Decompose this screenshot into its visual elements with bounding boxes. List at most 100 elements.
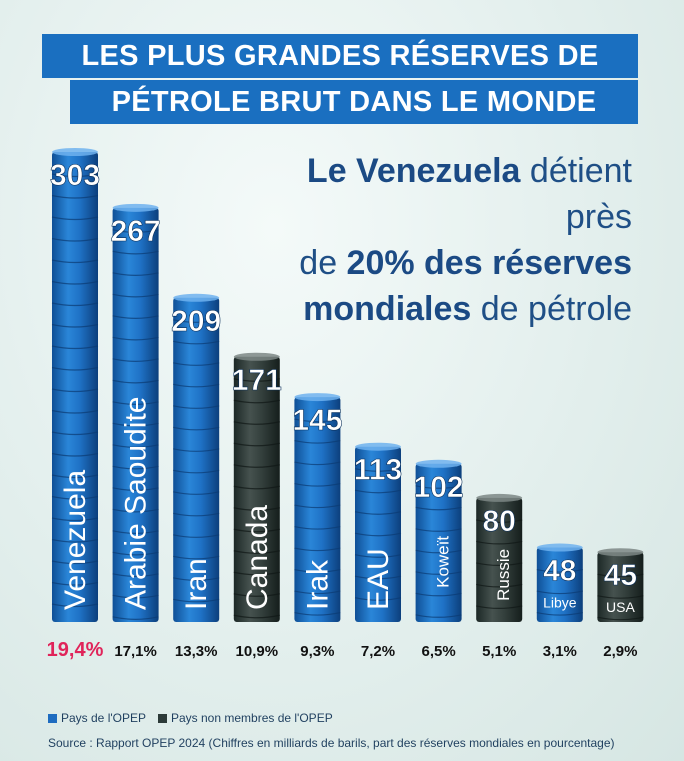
legend: Pays de l'OPEP Pays non membres de l'OPE…: [48, 711, 345, 725]
barrel-hoop: [354, 511, 402, 515]
subtitle-share: 20% des réserves: [346, 244, 632, 282]
legend-opec-swatch: [48, 713, 57, 723]
subtitle-country: Le Venezuela: [306, 152, 521, 190]
barrel-hoop: [112, 250, 159, 255]
barrel-hoop: [112, 422, 159, 427]
barrel-hoop: [476, 540, 523, 545]
barrel-hoop: [294, 611, 341, 616]
country-label-iran: Iran: [180, 558, 213, 610]
share-label-kowe-t: 6,5%: [421, 643, 455, 660]
subtitle-text-1: détient près: [520, 152, 632, 236]
barrel-hoop: [476, 562, 523, 567]
barrel-hoop: [476, 583, 523, 588]
barrel-hoop: [294, 461, 341, 466]
share-label-libye: 3,1%: [543, 643, 577, 660]
value-label-eau: 113: [354, 454, 402, 487]
country-label-canada: Canada: [241, 505, 274, 610]
barrel-hoop: [173, 598, 220, 603]
barrel-hoop: [112, 616, 159, 620]
barrel-libye: 48 Libye 3,1%: [536, 543, 583, 660]
barrel-hoop: [294, 439, 341, 444]
barrel-hoop: [597, 573, 644, 578]
barrel-hoop: [233, 399, 280, 404]
barrel-hoop: [51, 474, 99, 479]
barrel-hoop: [51, 216, 99, 221]
barrel-hoop: [233, 614, 280, 619]
barrel-hoop: [112, 293, 159, 298]
barrel-hoop: [112, 401, 159, 405]
barrel-hoop: [354, 597, 402, 601]
bar-irak: [294, 397, 341, 622]
barrel-hoop: [173, 469, 220, 474]
barrel-usa: 45 USA 2,9%: [597, 548, 644, 660]
country-label-kowe-t: Koweït: [434, 536, 453, 588]
barrel-hoop: [294, 568, 341, 573]
barrel-hoop: [112, 487, 159, 491]
barrel-hoop: [173, 362, 220, 366]
barrel-hoop: [233, 571, 280, 576]
barrel-hoop: [51, 323, 99, 328]
country-label-libye: Libye: [543, 595, 577, 611]
barrel-hoop: [51, 581, 99, 586]
barrel-hoop: [112, 336, 159, 341]
barrel-hoop: [354, 575, 402, 580]
barrel-hoop: [233, 485, 280, 490]
barrel-hoop: [233, 421, 280, 425]
barrel-hoop: [294, 482, 341, 487]
barrel-hoop: [173, 383, 220, 388]
share-label-canada: 10,9%: [236, 643, 279, 660]
barrel-hoop: [294, 504, 341, 509]
barrel-hoop: [233, 442, 280, 447]
subtitle: Le Venezuela détient près de 20% des rés…: [232, 148, 632, 332]
barrel-lid-canada: [233, 352, 280, 361]
barrel-hoop: [51, 538, 99, 543]
barrel-hoop: [173, 405, 220, 409]
barrel-hoop: [51, 495, 99, 500]
barrel-hoop: [112, 573, 159, 577]
barrel-hoop: [415, 549, 462, 554]
barrel-hoop: [173, 319, 220, 323]
barrel-lid-irak: [294, 393, 341, 402]
bar-libye: [536, 547, 583, 622]
barrel-hoop: [354, 532, 402, 537]
share-label-venezuela: 19,4%: [47, 639, 104, 661]
barrel-hoop: [112, 508, 159, 513]
barrel-canada: 171 Canada 10,9%: [231, 352, 282, 660]
barrel-hoop: [51, 173, 99, 178]
barrel-russie: 80 Russie 5,1%: [476, 493, 523, 660]
barrel-lid-usa: [597, 548, 644, 557]
legend-non-opec-label: Pays non membres de l'OPEP: [171, 711, 333, 725]
barrel-lid-libye: [536, 543, 583, 552]
country-label-irak: Irak: [301, 559, 334, 610]
barrel-hoop: [294, 547, 341, 552]
barrel-hoop: [51, 194, 99, 199]
barrel-hoop: [112, 379, 159, 384]
value-label-canada: 171: [232, 364, 282, 397]
title-line-2: PÉTROLE BRUT DANS LE MONDE: [70, 80, 638, 124]
bar-iran: [173, 297, 220, 622]
value-label-russie: 80: [483, 505, 516, 538]
country-label-usa: USA: [606, 599, 635, 615]
barrel-hoop: [415, 614, 462, 618]
barrel-hoop: [233, 593, 280, 597]
barrel-hoop: [294, 590, 341, 595]
barrel-hoop: [51, 431, 99, 436]
barrel-hoop: [173, 340, 220, 345]
share-label-russie: 5,1%: [482, 643, 516, 660]
barrel-hoop: [51, 259, 99, 264]
barrel-hoop: [173, 577, 220, 581]
barrel-hoop: [415, 485, 462, 489]
barrel-lid-iran: [173, 293, 220, 302]
barrel-hoop: [112, 315, 159, 319]
share-label-arabie-saoudite: 17,1%: [114, 643, 157, 660]
bar-kowe-t: [415, 463, 462, 622]
barrel-hoop: [173, 448, 220, 452]
barrel-irak: 145 Irak 9,3%: [292, 393, 343, 660]
barrel-hoop: [415, 592, 462, 597]
barrel-hoop: [51, 603, 99, 608]
barrel-hoop: [233, 464, 280, 468]
legend-non-opec-swatch: [158, 713, 167, 723]
barrel-hoop: [536, 568, 583, 573]
barrel-hoop: [233, 507, 280, 511]
barrel-hoop: [51, 345, 99, 350]
